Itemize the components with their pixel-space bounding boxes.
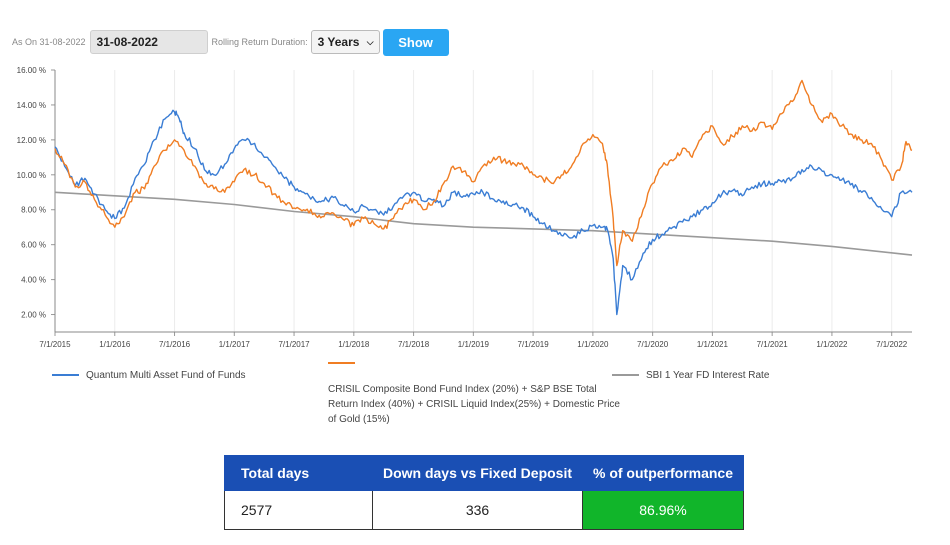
series-line-benchmark [54,79,913,267]
legend-item-benchmark: CRISIL Composite Bond Fund Index (20%) +… [328,362,628,427]
as-on-label: As On 31-08-2022 [12,37,86,47]
legend-swatch-fund [52,374,79,376]
y-tick-label: 8.00 % [21,206,46,215]
y-tick-label: 12.00 % [17,136,46,145]
value-outperformance: 86.96% [582,490,744,530]
x-tick-label: 1/1/2016 [99,340,131,349]
stats-table: Total days Down days vs Fixed Deposit % … [224,455,744,530]
header-total-days: Total days [224,455,373,491]
y-tick-label: 14.00 % [17,101,46,110]
x-tick-label: 7/1/2019 [518,340,550,349]
legend-item-fd: SBI 1 Year FD Interest Rate [612,368,769,383]
series-line-fd [54,191,913,256]
y-tick-label: 10.00 % [17,171,46,180]
stats-value-row: 2577 336 86.96% [224,490,744,530]
x-tick-label: 1/1/2017 [219,340,251,349]
rolling-return-chart: 7/1/2015 1/1/2016 7/1/2016 1/1/2017 7/1/2017… [17,66,913,349]
stats-header-row: Total days Down days vs Fixed Deposit % … [224,455,744,491]
x-tick-label: 7/1/2021 [757,340,789,349]
chevron-down-icon: ⌵ [366,36,374,47]
x-tick-label: 7/1/2020 [637,340,669,349]
legend-item-fund: Quantum Multi Asset Fund of Funds [52,368,246,383]
chart-legend: Quantum Multi Asset Fund of Funds CRISIL… [0,362,950,438]
legend-swatch-benchmark [328,362,355,364]
duration-value: 3 Years [317,35,360,49]
x-tick-label: 7/1/2016 [159,340,191,349]
controls-bar: As On 31-08-2022 Rolling Return Duration… [12,28,449,56]
legend-label-fd: SBI 1 Year FD Interest Rate [646,370,770,381]
show-button[interactable]: Show [382,28,449,56]
series-line-fund [54,109,913,316]
x-tick-label: 7/1/2017 [278,340,310,349]
x-tick-label: 7/1/2022 [876,340,908,349]
x-tick-label: 7/1/2015 [39,340,71,349]
legend-label-benchmark: CRISIL Composite Bond Fund Index (20%) +… [328,384,620,425]
x-tick-label: 1/1/2018 [338,340,370,349]
x-tick-label: 1/1/2020 [577,340,609,349]
legend-swatch-fd [612,374,639,376]
date-input[interactable] [89,30,208,54]
y-tick-label: 4.00 % [21,276,46,285]
value-total-days: 2577 [224,490,373,530]
legend-label-fund: Quantum Multi Asset Fund of Funds [86,370,246,381]
x-tick-label: 1/1/2019 [458,340,490,349]
header-down-days: Down days vs Fixed Deposit [372,455,583,491]
y-tick-label: 2.00 % [21,311,46,320]
x-tick-label: 1/1/2022 [816,340,848,349]
x-tick-label: 1/1/2021 [697,340,729,349]
header-outperformance: % of outperformance [582,455,744,491]
y-tick-label: 16.00 % [17,66,46,75]
y-tick-label: 6.00 % [21,241,46,250]
duration-select[interactable]: 3 Years ⌵ [310,30,380,54]
duration-label: Rolling Return Duration: [211,37,308,47]
x-tick-label: 7/1/2018 [398,340,430,349]
value-down-days: 336 [372,490,583,530]
